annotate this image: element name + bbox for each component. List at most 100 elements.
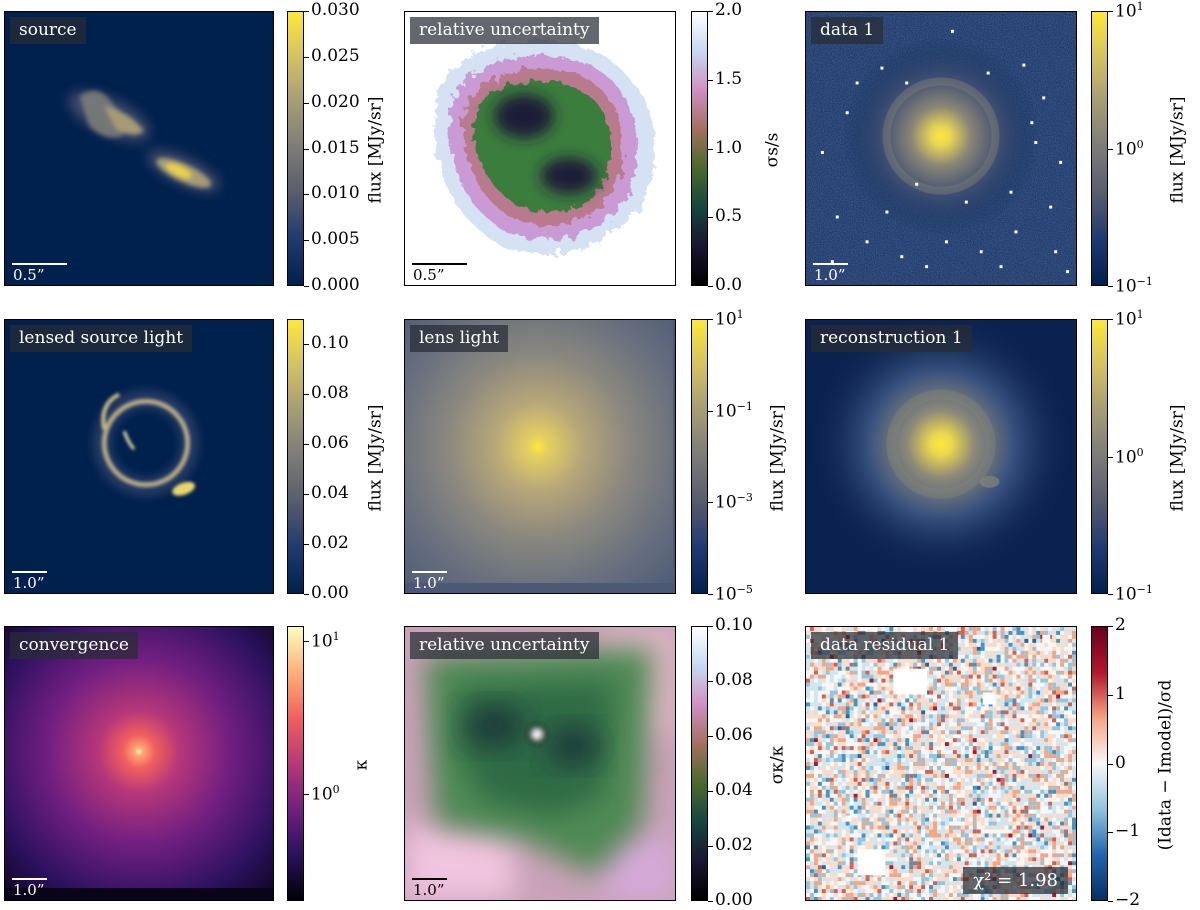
colorbar-tick-label: 101 — [311, 630, 340, 652]
tick-base: 10 — [1115, 309, 1137, 330]
colorbar-tick — [708, 11, 713, 12]
colorbar-tick — [304, 286, 309, 287]
panel-title: relative uncertainty — [410, 632, 599, 659]
tick-base: 10 — [1115, 276, 1137, 297]
colorbar-tick — [1108, 901, 1113, 902]
colorbar-lens-light — [691, 319, 708, 594]
colorbar-tick-label: 0.08 — [715, 670, 753, 690]
scale-bar — [412, 571, 447, 573]
colorbar-tick — [1108, 594, 1113, 595]
masked-region — [893, 668, 928, 695]
scale-bar — [12, 571, 47, 573]
tick-base: 10 — [1115, 1, 1137, 22]
scale-bar — [12, 878, 47, 880]
source-image — [68, 90, 221, 192]
tick-exponent: 1 — [1136, 0, 1144, 13]
panel-title: reconstruction 1 — [811, 325, 972, 352]
colorbar-tick — [1108, 626, 1113, 627]
colorbar-tick — [708, 681, 713, 682]
tick-exponent: 1 — [1136, 308, 1144, 321]
colorbar-label: σs/s — [762, 133, 782, 168]
colorbar-tick — [1108, 149, 1113, 150]
reconstruction-1-image — [807, 320, 1075, 579]
colorbar-tick — [708, 791, 713, 792]
colorbar-label-text: σs/s — [762, 132, 783, 168]
colorbar-tick-label: 0.06 — [311, 433, 349, 453]
tick-exponent: −1 — [736, 400, 753, 413]
colorbar-tick — [708, 736, 713, 737]
colorbar-tick — [304, 494, 309, 495]
colorbar-tick-label: 0.0 — [715, 275, 743, 295]
colorbar-tick — [304, 194, 309, 195]
tick-base: 10 — [1115, 447, 1137, 468]
data-1-image — [806, 12, 1076, 285]
colorbar-label: flux [MJy/sr] — [1167, 404, 1188, 512]
masked-pixels — [820, 29, 1070, 274]
colorbar-convergence-uncertainty — [691, 626, 708, 901]
colorbar-tick — [1108, 11, 1113, 12]
colorbar-tick — [708, 502, 713, 503]
tick-base: 10 — [1115, 139, 1137, 160]
colorbar-tick — [1108, 695, 1113, 696]
colorbar-label: flux [MJy/sr] — [365, 404, 386, 512]
colorbar-tick — [304, 594, 309, 595]
colorbar-tick-label: 100 — [1115, 446, 1144, 468]
colorbar-tick-label: 0.10 — [311, 333, 349, 353]
masked-region — [857, 849, 886, 876]
panel-data-residual-1: data residual 1 χ² = 1.98 — [805, 626, 1077, 901]
colorbar-tick-label: 0.010 — [311, 183, 360, 203]
colorbar-data-residual-1 — [1091, 626, 1108, 901]
tick-exponent: −5 — [736, 583, 753, 596]
masked-region — [845, 815, 852, 822]
colorbar-tick-label: 2 — [1115, 615, 1126, 635]
tick-exponent: −3 — [736, 491, 753, 504]
colorbar-tick-label: −2 — [1115, 890, 1141, 910]
scale-bar-label: 1.0” — [13, 881, 45, 899]
colorbar-source-uncertainty — [691, 11, 708, 286]
colorbar-convergence — [287, 626, 304, 901]
colorbar-tick-label: 0.020 — [311, 92, 360, 112]
colorbar-tick — [304, 544, 309, 545]
tick-exponent: 1 — [332, 630, 340, 643]
colorbar-tick-label: 101 — [1115, 308, 1144, 330]
colorbar-tick-label: 100 — [311, 783, 340, 805]
lensed-source-image — [93, 390, 199, 496]
scale-bar-label: 1.0” — [13, 574, 45, 592]
colorbar-tick — [304, 394, 309, 395]
colorbar-tick — [708, 626, 713, 627]
panel-title: relative uncertainty — [410, 17, 599, 44]
tick-exponent: −1 — [1136, 275, 1153, 288]
colorbar-tick — [708, 319, 713, 320]
colorbar-tick — [304, 149, 309, 150]
colorbar-tick — [1108, 319, 1113, 320]
colorbar-tick — [304, 57, 309, 58]
colorbar-tick — [708, 286, 713, 287]
panel-title: convergence — [10, 632, 138, 659]
panel-convergence-uncertainty: relative uncertainty 1.0” — [404, 626, 676, 901]
colorbar-tick — [708, 411, 713, 412]
panel-reconstruction-1: reconstruction 1 — [805, 319, 1077, 594]
colorbar-tick-label: 1.0 — [715, 138, 743, 158]
tick-base: 10 — [1115, 584, 1137, 605]
colorbar-tick-label: 10−1 — [1115, 583, 1153, 605]
masked-region — [982, 692, 995, 705]
colorbar-tick-label: 10−1 — [715, 400, 753, 422]
scale-bar-label: 0.5” — [413, 266, 445, 284]
colorbar-tick-label: 101 — [715, 308, 744, 330]
colorbar-tick-label: 2.0 — [715, 0, 743, 20]
colorbar-tick-label: 0.04 — [311, 483, 349, 503]
colorbar-tick-label: 0.10 — [715, 615, 753, 635]
colorbar-tick-label: 1 — [1115, 684, 1126, 704]
colorbar-tick-label: 0.00 — [715, 890, 753, 910]
panel-title: lensed source light — [10, 325, 193, 352]
panel-title: source — [10, 17, 86, 44]
tick-base: 10 — [715, 309, 737, 330]
colorbar-tick-label: 0.030 — [311, 0, 360, 20]
tick-base: 10 — [715, 492, 737, 513]
colorbar-label: flux [MJy/sr] — [767, 404, 788, 512]
colorbar-tick — [708, 217, 713, 218]
chi-squared-annotation: χ² = 1.98 — [963, 867, 1068, 894]
colorbar-tick — [1108, 286, 1113, 287]
panel-source-uncertainty: relative uncertainty 0.5” — [404, 11, 676, 286]
colorbar-source — [287, 11, 304, 286]
